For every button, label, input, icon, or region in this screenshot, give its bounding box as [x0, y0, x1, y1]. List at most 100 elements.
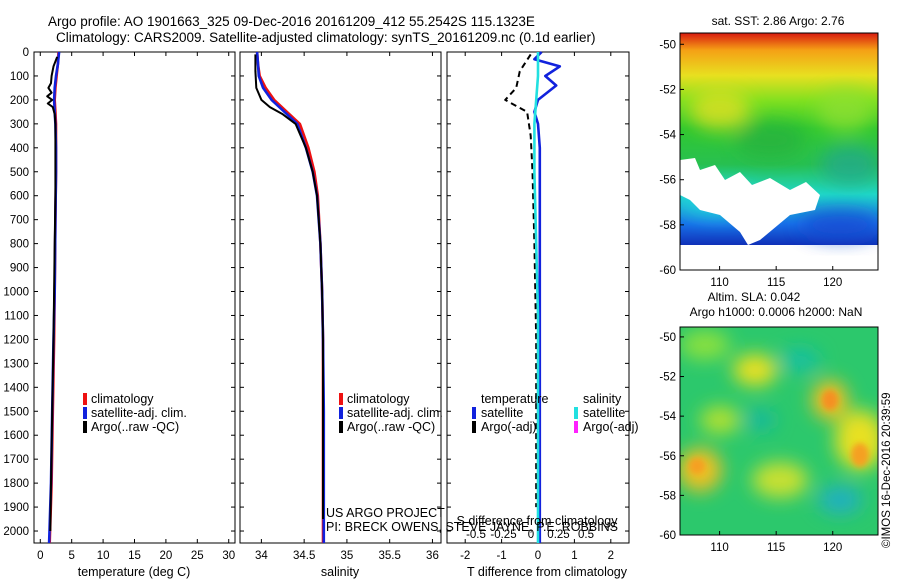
temperature-x-axis: 0 5 10 15 20 25 30 — [37, 52, 235, 562]
salinity-x-axis: 34 34.5 35 35.5 36 — [255, 52, 439, 562]
map-x-tick-label: 120 — [823, 542, 842, 554]
depth-tick-label: 900 — [10, 263, 29, 275]
x-tick-label: 34 — [255, 550, 268, 562]
depth-axis: 0 100 200 300 400 500 600 700 800 900 1000 1100 1200… — [3, 47, 629, 538]
depth-tick-label: 1700 — [3, 454, 29, 466]
legend-argo: Argo(..raw -QC) — [347, 420, 435, 434]
x-tick-label: 30 — [222, 550, 235, 562]
map-x-tick-label: 110 — [710, 542, 728, 554]
legend-t-argo: Argo(-adj) — [481, 420, 537, 434]
x-tick-label: 1 — [571, 550, 577, 562]
legend-argo: Argo(..raw -QC) — [91, 420, 179, 434]
legend-swatch-s-satellite — [574, 407, 578, 419]
depth-tick-label: 1800 — [3, 478, 29, 490]
s-diff-tick-label: 0 — [528, 529, 534, 541]
timestamp: ©IMOS 16-Dec-2016 20:39:59 — [881, 392, 893, 548]
sst-map-axes: 110 115 120 -50 -52 -54 -56 -58 -60 — [659, 39, 842, 289]
s-diff-tick-label: 0.25 — [547, 529, 569, 541]
map-y-tick-label: -52 — [659, 84, 676, 96]
header-line-1: Argo profile: AO 1901663_325 09-Dec-2016… — [48, 14, 535, 29]
map-x-tick-label: 110 — [710, 277, 728, 289]
difference-x-axis: -2 -1 0 1 2 -0.5 -0.25 0 0.25 0.5 — [460, 52, 614, 562]
map-y-tick-label: -56 — [659, 451, 676, 463]
altim-map-frame — [679, 326, 879, 536]
legend-swatch-satellite — [339, 407, 343, 419]
legend-climatology: climatology — [91, 392, 154, 406]
legend-s-argo: Argo(-adj) — [583, 420, 639, 434]
legend-s-satellite: satellite — [583, 406, 625, 420]
depth-tick-label: 1300 — [3, 358, 29, 370]
depth-tick-label: 200 — [10, 95, 29, 107]
map-y-tick-label: -56 — [659, 175, 676, 187]
legend-satellite: satellite-adj. clim. — [347, 406, 443, 420]
depth-tick-label: 700 — [10, 215, 29, 227]
depth-tick-label: 400 — [10, 143, 29, 155]
x-tick-label: 0 — [37, 550, 43, 562]
depth-tick-label: 600 — [10, 191, 29, 203]
x-tick-label: 36 — [426, 550, 439, 562]
map-y-tick-label: -60 — [659, 530, 676, 542]
difference-x-label: T difference from climatology — [467, 565, 628, 579]
legend-swatch-argo — [83, 421, 87, 433]
x-tick-label: 2 — [608, 550, 614, 562]
map-y-tick-label: -60 — [659, 265, 676, 277]
temperature-legend: climatology satellite-adj. clim. Argo(..… — [83, 392, 187, 434]
series-line-salinity-satellite — [533, 52, 540, 543]
legend-swatch-climatology — [339, 393, 343, 405]
sst-map — [680, 33, 878, 270]
map-y-tick-label: -54 — [659, 411, 676, 423]
legend-swatch-t-argo — [472, 421, 476, 433]
s-diff-tick-label: -0.25 — [490, 529, 516, 541]
sst-map-frame — [679, 32, 879, 271]
depth-tick-label: 0 — [23, 47, 29, 59]
depth-tick-label: 100 — [10, 71, 29, 83]
map-y-tick-label: -54 — [659, 130, 676, 142]
depth-tick-label: 1500 — [3, 406, 29, 418]
altim-map-axes: 110 115 120 -50 -52 -54 -56 -58 -60 — [659, 332, 842, 554]
s-diff-tick-label: -0.5 — [466, 529, 486, 541]
legend-t-satellite: satellite — [481, 406, 523, 420]
legend-climatology: climatology — [347, 392, 410, 406]
map-y-tick-label: -50 — [659, 332, 676, 344]
legend-swatch-satellite — [83, 407, 87, 419]
sst-map-title: sat. SST: 2.86 Argo: 2.76 — [712, 14, 845, 28]
depth-tick-label: 2000 — [3, 526, 29, 538]
depth-tick-label: 1000 — [3, 287, 29, 299]
temperature-x-label: temperature (deg C) — [78, 565, 191, 579]
s-diff-tick-label: 0.5 — [578, 529, 594, 541]
map-x-tick-label: 115 — [767, 277, 785, 289]
map-y-tick-label: -58 — [659, 220, 676, 232]
depth-tick-label: 300 — [10, 119, 29, 131]
x-tick-label: 34.5 — [293, 550, 315, 562]
depth-tick-label: 1200 — [3, 334, 29, 346]
depth-tick-label: 1900 — [3, 502, 29, 514]
series-line-argo-raw-qc- — [46, 56, 59, 532]
x-tick-label: 20 — [160, 550, 173, 562]
salinity-legend: climatology satellite-adj. clim. Argo(..… — [339, 392, 443, 434]
depth-tick-label: 1600 — [3, 430, 29, 442]
salinity-x-label: salinity — [321, 565, 360, 579]
profile-series — [46, 51, 562, 544]
legend-swatch-t-satellite — [472, 407, 476, 419]
map-y-tick-label: -58 — [659, 490, 676, 502]
legend-title-salinity: salinity — [583, 392, 622, 406]
altim-map-subtitle: Argo h1000: 0.0006 h2000: NaN — [690, 305, 863, 319]
x-tick-label: -1 — [496, 550, 506, 562]
pi-credit: PI: BRECK OWENS, STEVE JAYNE, P.E. ROBBI… — [326, 520, 618, 534]
map-y-tick-label: -50 — [659, 39, 676, 51]
series-line-argo-raw-qc- — [254, 54, 324, 519]
legend-satellite: satellite-adj. clim. — [91, 406, 187, 420]
project-credit: US ARGO PROJECT — [326, 506, 445, 520]
x-tick-label: 0 — [535, 550, 541, 562]
temperature-panel-frame — [33, 51, 236, 544]
legend-swatch-climatology — [83, 393, 87, 405]
legend-swatch-s-argo — [574, 421, 578, 433]
x-tick-label: 15 — [128, 550, 141, 562]
altim-map-title: Altim. SLA: 0.042 — [708, 290, 801, 304]
series-line-satellite-adj-clim- — [255, 51, 326, 543]
depth-tick-label: 800 — [10, 239, 29, 251]
legend-title-temperature: temperature — [481, 392, 548, 406]
x-tick-label: 10 — [97, 550, 110, 562]
x-tick-label: 5 — [68, 550, 74, 562]
